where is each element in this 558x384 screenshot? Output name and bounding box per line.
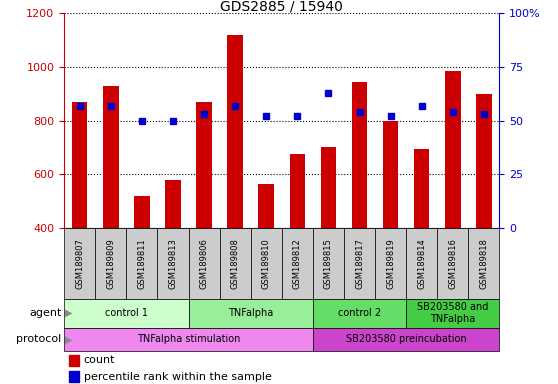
- Bar: [189, 299, 313, 328]
- Bar: [72, 102, 88, 228]
- Bar: [344, 228, 375, 299]
- Text: GSM189807: GSM189807: [75, 238, 84, 289]
- Text: GSM189814: GSM189814: [417, 238, 426, 289]
- Bar: [352, 82, 367, 228]
- Text: SB203580 and
TNFalpha: SB203580 and TNFalpha: [417, 302, 488, 324]
- Bar: [165, 179, 181, 228]
- Bar: [313, 299, 406, 328]
- Text: TNFalpha: TNFalpha: [228, 308, 273, 318]
- Text: agent: agent: [29, 308, 61, 318]
- Text: GSM189811: GSM189811: [137, 238, 146, 289]
- Bar: [126, 228, 157, 299]
- Text: GSM189819: GSM189819: [386, 238, 395, 289]
- Text: GSM189818: GSM189818: [479, 238, 488, 289]
- Bar: [228, 35, 243, 228]
- Text: GSM189815: GSM189815: [324, 238, 333, 289]
- Bar: [321, 147, 336, 228]
- Text: count: count: [84, 356, 116, 366]
- Bar: [64, 228, 95, 299]
- Text: GSM189810: GSM189810: [262, 238, 271, 289]
- Text: GSM189809: GSM189809: [107, 238, 116, 289]
- Text: protocol: protocol: [16, 334, 61, 344]
- Bar: [157, 228, 189, 299]
- Bar: [445, 71, 460, 228]
- Text: SB203580 preincubation: SB203580 preincubation: [346, 334, 466, 344]
- Text: GSM189816: GSM189816: [448, 238, 457, 289]
- Text: ▶: ▶: [65, 334, 73, 344]
- Bar: [95, 228, 126, 299]
- Bar: [134, 195, 150, 228]
- Bar: [414, 149, 430, 228]
- Bar: [476, 94, 492, 228]
- Bar: [69, 355, 79, 366]
- Text: control 2: control 2: [338, 308, 381, 318]
- Text: GSM189812: GSM189812: [293, 238, 302, 289]
- Text: TNFalpha stimulation: TNFalpha stimulation: [137, 334, 240, 344]
- Bar: [406, 228, 437, 299]
- Bar: [383, 121, 398, 228]
- Bar: [251, 228, 282, 299]
- Bar: [103, 86, 119, 228]
- Text: GSM189813: GSM189813: [169, 238, 177, 289]
- Text: GDS2885 / 15940: GDS2885 / 15940: [220, 0, 343, 14]
- Bar: [64, 299, 189, 328]
- Bar: [69, 371, 79, 382]
- Text: GSM189808: GSM189808: [230, 238, 239, 289]
- Bar: [406, 299, 499, 328]
- Bar: [282, 228, 313, 299]
- Text: percentile rank within the sample: percentile rank within the sample: [84, 372, 272, 382]
- Bar: [468, 228, 499, 299]
- Bar: [437, 228, 468, 299]
- Bar: [313, 328, 499, 351]
- Text: GSM189817: GSM189817: [355, 238, 364, 289]
- Bar: [290, 154, 305, 228]
- Bar: [313, 228, 344, 299]
- Bar: [64, 328, 313, 351]
- Bar: [196, 102, 212, 228]
- Text: control 1: control 1: [105, 308, 148, 318]
- Bar: [189, 228, 220, 299]
- Bar: [375, 228, 406, 299]
- Text: GSM189806: GSM189806: [200, 238, 209, 289]
- Bar: [258, 184, 274, 228]
- Bar: [220, 228, 251, 299]
- Text: ▶: ▶: [65, 308, 73, 318]
